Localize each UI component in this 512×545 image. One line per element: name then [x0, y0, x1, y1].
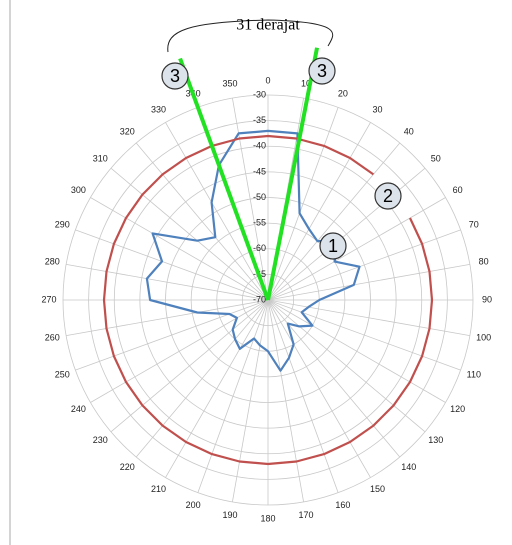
angle-label: 320: [120, 127, 135, 137]
grid-spoke: [267, 264, 470, 301]
grid-spoke: [135, 142, 269, 301]
angle-label: 70: [469, 219, 479, 229]
grid-spoke: [267, 299, 371, 478]
angle-label: 350: [222, 79, 237, 89]
grid-spoke: [110, 167, 269, 301]
angle-label: 60: [453, 185, 463, 195]
angle-label: 130: [428, 435, 443, 445]
grid-spoke: [232, 299, 269, 502]
angle-label: 160: [335, 500, 350, 510]
angle-label: 230: [93, 435, 108, 445]
grid-spoke: [90, 299, 269, 403]
radial-tick-label: -70: [253, 294, 266, 304]
angle-bracket: [167, 19, 334, 53]
grid-spoke: [267, 122, 371, 301]
grid-spoke: [267, 197, 446, 301]
angle-label: 180: [260, 513, 275, 523]
callout-circle: [161, 62, 189, 90]
angle-label: 200: [186, 500, 201, 510]
angle-label: 170: [299, 510, 314, 520]
radial-tick-label: -45: [253, 166, 266, 176]
angle-label: 110: [467, 369, 481, 379]
angle-label: 300: [71, 185, 86, 195]
angle-label: 100: [476, 332, 491, 342]
angle-label: 190: [222, 510, 237, 520]
angle-label: 0: [265, 75, 270, 85]
radial-tick-label: -35: [253, 115, 266, 125]
grid-spoke: [267, 299, 461, 371]
grid-spoke: [135, 299, 269, 458]
radial-tick-label: -50: [253, 192, 266, 202]
angle-label: 240: [71, 404, 86, 414]
callout-label: 1: [328, 236, 338, 256]
radial-tick-label: -40: [253, 141, 266, 151]
angle-label: 330: [151, 105, 166, 115]
angle-label: 40: [404, 127, 414, 137]
grid-spoke: [267, 299, 339, 493]
angle-label: 120: [450, 404, 465, 414]
radial-tick-label: -60: [253, 243, 266, 253]
radial-tick-label: -55: [253, 218, 266, 228]
grid-spoke: [90, 197, 269, 301]
grid-spoke: [267, 107, 339, 301]
angle-label: 220: [120, 462, 135, 472]
grid-spoke: [267, 299, 304, 502]
callout-circle: [319, 232, 347, 260]
grid-spoke: [165, 299, 269, 478]
grid-spoke: [110, 299, 269, 433]
angle-label: 30: [372, 105, 382, 115]
marker-line: [266, 47, 320, 301]
series-line: [145, 129, 361, 372]
angle-label: 20: [338, 89, 348, 99]
angle-label: 250: [55, 369, 70, 379]
grid-spoke: [267, 299, 470, 336]
grid-spoke: [267, 299, 446, 403]
series-line: [102, 134, 434, 466]
marker-line: [178, 57, 270, 301]
angle-label: 90: [482, 294, 492, 304]
angle-label: 280: [45, 256, 60, 266]
grid-spoke: [66, 264, 269, 301]
angle-label: 310: [93, 154, 108, 164]
angle-label: 50: [431, 154, 441, 164]
angle-label: 140: [401, 462, 416, 472]
angle-label: 210: [151, 484, 166, 494]
chart-title: 31 derajat: [236, 17, 300, 34]
grid-spoke: [232, 98, 269, 301]
angle-label: 290: [55, 219, 70, 229]
angle-label: 260: [45, 332, 60, 342]
angle-label: 10: [301, 79, 311, 89]
grid-spoke: [267, 142, 401, 301]
angle-label: 270: [41, 294, 56, 304]
grid-spoke: [75, 299, 269, 371]
callout-circle: [308, 57, 336, 85]
angle-label: 80: [479, 256, 489, 266]
grid-spoke: [267, 299, 401, 458]
grid-spoke: [165, 122, 269, 301]
grid-spoke: [75, 229, 269, 301]
grid-spoke: [66, 299, 269, 336]
callout-label: 3: [317, 61, 327, 81]
callout-circle: [374, 182, 402, 210]
grid-spoke: [267, 299, 426, 433]
radial-tick-label: -30: [253, 89, 266, 99]
callout-label: 2: [383, 186, 393, 206]
grid-spoke: [267, 229, 461, 301]
callout-label: 3: [170, 66, 180, 86]
angle-label: 150: [370, 484, 385, 494]
grid-spoke: [197, 299, 269, 493]
